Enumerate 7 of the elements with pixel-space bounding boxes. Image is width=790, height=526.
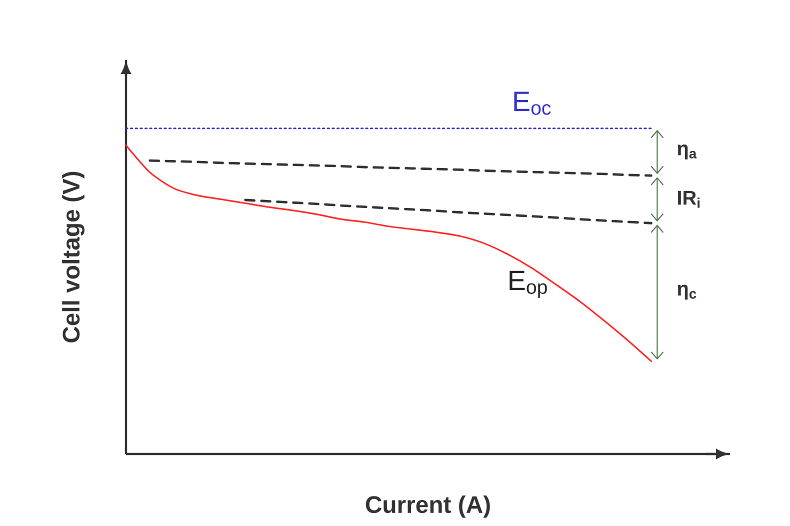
series-label: E$_{op}$ [510,270,547,298]
x-axis-title: Current (A) [366,496,490,518]
series-label: E$_{oc}$ [514,92,551,115]
text: η$_{a}$ [678,144,697,160]
text: IR$_{i}$ [678,190,700,208]
y-axis-title: Cell voltage (V) [62,172,84,342]
text: η$_{c}$ [678,284,696,300]
